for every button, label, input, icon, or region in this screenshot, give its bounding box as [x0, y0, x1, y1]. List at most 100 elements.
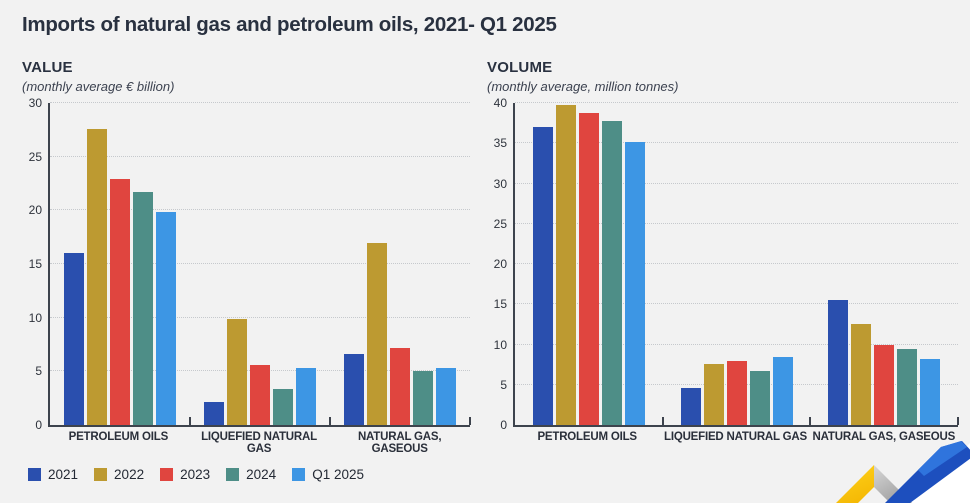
gridline [50, 263, 470, 264]
plot-wrap: PETROLEUM OILS LIQUEFIED NATURAL GAS NATUR… [513, 102, 960, 443]
bar-2023 [578, 113, 599, 425]
bar-2021 [680, 387, 701, 425]
chart-subtitle-volume: (monthly average, million tonnes) [487, 79, 679, 94]
y-tick-label: 0 [35, 418, 42, 432]
bar-2023 [390, 347, 410, 425]
bar-2022 [227, 318, 247, 425]
value-chart: 0 5 10 15 20 25 30 PETROLEUM OILS LIQUEFIED NAT… [22, 96, 471, 455]
bar-2021 [828, 300, 849, 425]
y-tick-label: 30 [493, 176, 507, 191]
y-tick-label: 5 [35, 364, 42, 379]
legend-item: 2022 [94, 467, 144, 482]
legend-swatch [28, 468, 41, 481]
legend-item: Q1 2025 [292, 467, 364, 482]
gridline [515, 263, 958, 264]
bar-2023 [110, 179, 130, 425]
legend: 2021 2022 2023 2024 Q1 2025 [28, 467, 364, 482]
y-tick-label: 15 [493, 297, 507, 312]
corner-gray-band [874, 465, 912, 503]
bar-2023 [726, 361, 747, 425]
bar-2021 [532, 127, 553, 425]
bar-q1-2025 [624, 142, 645, 425]
bar-2023 [874, 345, 895, 425]
bar-group [330, 103, 471, 425]
bar-2021 [204, 402, 224, 425]
axis-tick [469, 417, 471, 425]
bar-2022 [851, 323, 872, 425]
bar-group [515, 103, 664, 425]
axis-tick [329, 417, 331, 425]
y-tick-label: 35 [493, 136, 507, 151]
bar-2024 [273, 388, 293, 425]
gridline [515, 102, 958, 103]
x-axis-labels: PETROLEUM OILS LIQUEFIED NATURAL GAS NATUR… [513, 431, 958, 443]
axis-tick [189, 417, 191, 425]
category-label: NATURAL GAS, GASEOUS [812, 431, 956, 443]
y-tick-label: 10 [493, 337, 507, 352]
bar-2024 [413, 371, 433, 425]
bar-2024 [133, 192, 153, 425]
y-tick-label: 25 [493, 216, 507, 231]
category-label: NATURAL GAS, GASEOUS [357, 431, 442, 455]
bar-2022 [87, 128, 107, 425]
gridline [515, 182, 958, 184]
bar-2022 [703, 363, 724, 425]
y-tick-label: 15 [28, 257, 42, 271]
legend-item: 2024 [226, 467, 276, 482]
corner-white-triangle [910, 443, 970, 503]
y-tick-label: 20 [493, 257, 507, 271]
corner-yellow-band [836, 465, 874, 503]
category-label: LIQUEFIED NATURAL GAS [664, 431, 807, 443]
legend-label: 2023 [180, 467, 211, 482]
bar-q1-2025 [920, 359, 941, 425]
gridline [50, 102, 470, 103]
bar-2022 [367, 242, 387, 425]
volume-chart: 0 5 10 15 20 25 30 35 40 PETROLEUM OILS LIQUEFIED… [487, 96, 960, 443]
legend-label: 2021 [48, 467, 79, 482]
corner-blue-highlight [918, 441, 967, 476]
chart-subtitle-value: (monthly average € billion) [22, 79, 175, 94]
bar-q1-2025 [772, 357, 793, 425]
y-tick-label: 10 [28, 310, 42, 325]
gridline [50, 209, 470, 211]
bar-group [190, 103, 331, 425]
gridline [515, 222, 958, 224]
chart-title-value: VALUE [22, 59, 73, 76]
gridline [50, 316, 470, 318]
volume-chart-panel: VOLUME (monthly average, million tonnes)… [487, 59, 960, 443]
legend-label: 2022 [114, 467, 145, 482]
bar-q1-2025 [436, 368, 456, 425]
legend-item: 2023 [160, 467, 210, 482]
legend-swatch [292, 468, 306, 481]
category-label: LIQUEFIED NATURAL GAS [201, 431, 317, 455]
y-axis-labels: 0 5 10 15 20 25 30 35 40 [487, 96, 513, 432]
corner-blue-band [885, 441, 970, 503]
legend-label: Q1 2025 [312, 467, 364, 482]
legend-label: 2024 [246, 467, 277, 482]
bar-2024 [601, 120, 622, 425]
axis-tick [661, 417, 664, 425]
page-title: Imports of natural gas and petroleum oil… [22, 13, 557, 36]
bar-q1-2025 [156, 212, 176, 425]
y-tick-label: 20 [28, 203, 42, 218]
bar-2021 [344, 354, 364, 425]
plot-area [48, 102, 471, 427]
x-axis-labels: PETROLEUM OILS LIQUEFIED NATURAL GAS NATUR… [48, 431, 470, 455]
gridline [515, 303, 958, 305]
plot-area [513, 102, 960, 427]
legend-swatch [94, 468, 108, 481]
gridline [50, 155, 470, 157]
category-label: PETROLEUM OILS [68, 431, 169, 443]
y-tick-label: 5 [500, 377, 507, 392]
legend-swatch [226, 468, 240, 481]
y-tick-label: 40 [493, 96, 507, 110]
bar-2024 [897, 349, 918, 425]
bar-group [50, 103, 191, 425]
plot-wrap: PETROLEUM OILS LIQUEFIED NATURAL GAS NATUR… [48, 102, 471, 455]
category-label: PETROLEUM OILS [537, 431, 637, 443]
y-tick-label: 25 [28, 149, 42, 164]
y-axis-labels: 0 5 10 15 20 25 30 [22, 96, 48, 432]
value-chart-panel: VALUE (monthly average € billion) 0 5 10 15… [22, 59, 471, 455]
bar-q1-2025 [296, 368, 316, 425]
bar-group [663, 103, 812, 425]
